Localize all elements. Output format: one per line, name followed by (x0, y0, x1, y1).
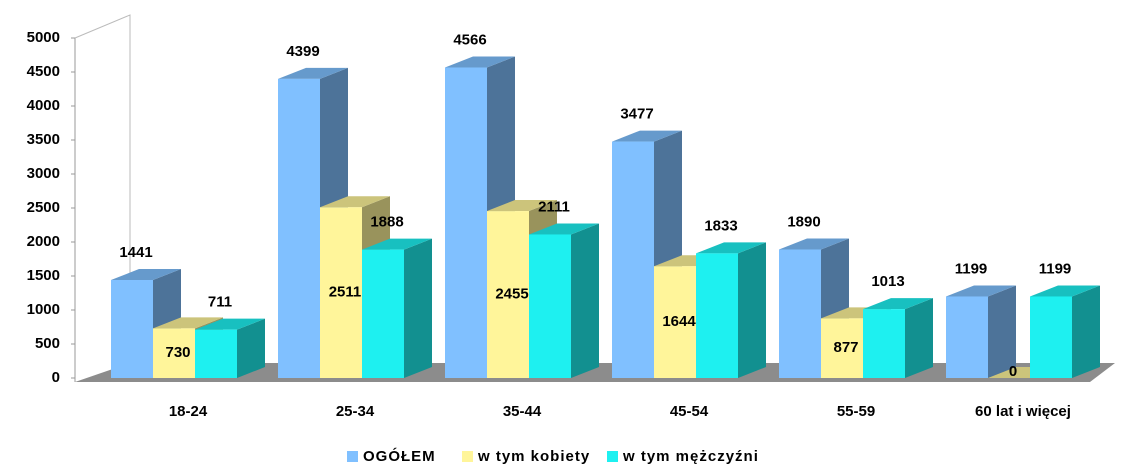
bar (153, 328, 195, 378)
bar-side (1072, 285, 1100, 378)
data-label: 711 (208, 294, 232, 311)
data-label: 1833 (704, 217, 737, 234)
bar-side (404, 238, 432, 378)
bar-side (988, 285, 1016, 378)
bar (487, 211, 529, 378)
x-tick-label: 35-44 (503, 403, 542, 420)
back-wall (74, 14, 131, 363)
data-label: 2511 (329, 284, 362, 301)
y-tick-label: 2500 (27, 199, 60, 216)
bar-top (946, 285, 1016, 297)
bar (821, 318, 863, 378)
bar-top (278, 67, 348, 79)
bar-top (362, 238, 432, 250)
y-tick-label: 5000 (27, 29, 60, 46)
data-label: 1013 (871, 273, 904, 290)
bar (111, 280, 153, 378)
data-label: 877 (833, 339, 858, 356)
x-tick-label: 18-24 (169, 403, 208, 420)
y-tick-label: 2000 (27, 233, 60, 250)
bar (863, 309, 905, 378)
bar (445, 67, 487, 379)
legend-swatch (607, 451, 618, 462)
bar-top (779, 238, 849, 250)
bar (195, 329, 237, 378)
x-tick-label: 25-34 (336, 403, 375, 420)
data-label: 1644 (662, 313, 696, 330)
legend-label: w tym kobiety (477, 448, 590, 465)
bar-top (153, 317, 223, 329)
y-tick-label: 1000 (27, 301, 60, 318)
bar (654, 266, 696, 378)
data-label: 0 (1009, 363, 1017, 380)
data-label: 1199 (955, 260, 988, 277)
bar (612, 141, 654, 378)
bar-side (571, 223, 599, 378)
y-tick-label: 4000 (27, 97, 60, 114)
bar-top (612, 130, 682, 142)
bar-top (529, 223, 599, 235)
legend-swatch (462, 451, 473, 462)
x-tick-label: 55-59 (837, 403, 875, 420)
data-label: 730 (165, 344, 190, 361)
bar-top (863, 298, 933, 310)
bar (529, 234, 571, 378)
bar-top (111, 269, 181, 281)
x-tick-label: 60 lat i więcej (975, 403, 1071, 420)
bar-top (320, 196, 390, 208)
bar (946, 296, 988, 378)
data-label: 4566 (453, 31, 486, 48)
y-tick-label: 3000 (27, 165, 60, 182)
data-label: 4399 (286, 43, 319, 60)
y-tick-label: 500 (35, 335, 60, 352)
data-label: 2111 (538, 198, 570, 215)
bar (696, 253, 738, 378)
data-label: 1441 (119, 244, 152, 261)
bar-side (738, 242, 766, 378)
legend-swatch (347, 451, 358, 462)
data-label: 1888 (370, 214, 403, 231)
bar (362, 249, 404, 378)
bar-top (1030, 285, 1100, 297)
x-tick-label: 45-54 (670, 403, 709, 420)
data-label: 2455 (495, 285, 528, 302)
data-label: 1199 (1039, 260, 1072, 277)
y-tick-label: 4500 (27, 63, 60, 80)
bar (278, 78, 320, 379)
data-label: 1890 (787, 213, 820, 230)
y-tick-label: 3500 (27, 131, 60, 148)
bar (779, 249, 821, 378)
y-tick-label: 0 (52, 369, 60, 386)
bar-top (696, 242, 766, 254)
bar (320, 207, 362, 378)
bar-top (487, 200, 557, 212)
bar-side (237, 318, 265, 378)
bar-top (195, 318, 265, 330)
legend-label: OGÓŁEM (363, 447, 436, 465)
legend-label: w tym mężczyźni (622, 448, 759, 465)
bar-side (905, 298, 933, 378)
y-tick-label: 1500 (27, 267, 60, 284)
data-label: 3477 (620, 106, 653, 123)
bar (1030, 296, 1072, 378)
bar-top (445, 56, 515, 68)
